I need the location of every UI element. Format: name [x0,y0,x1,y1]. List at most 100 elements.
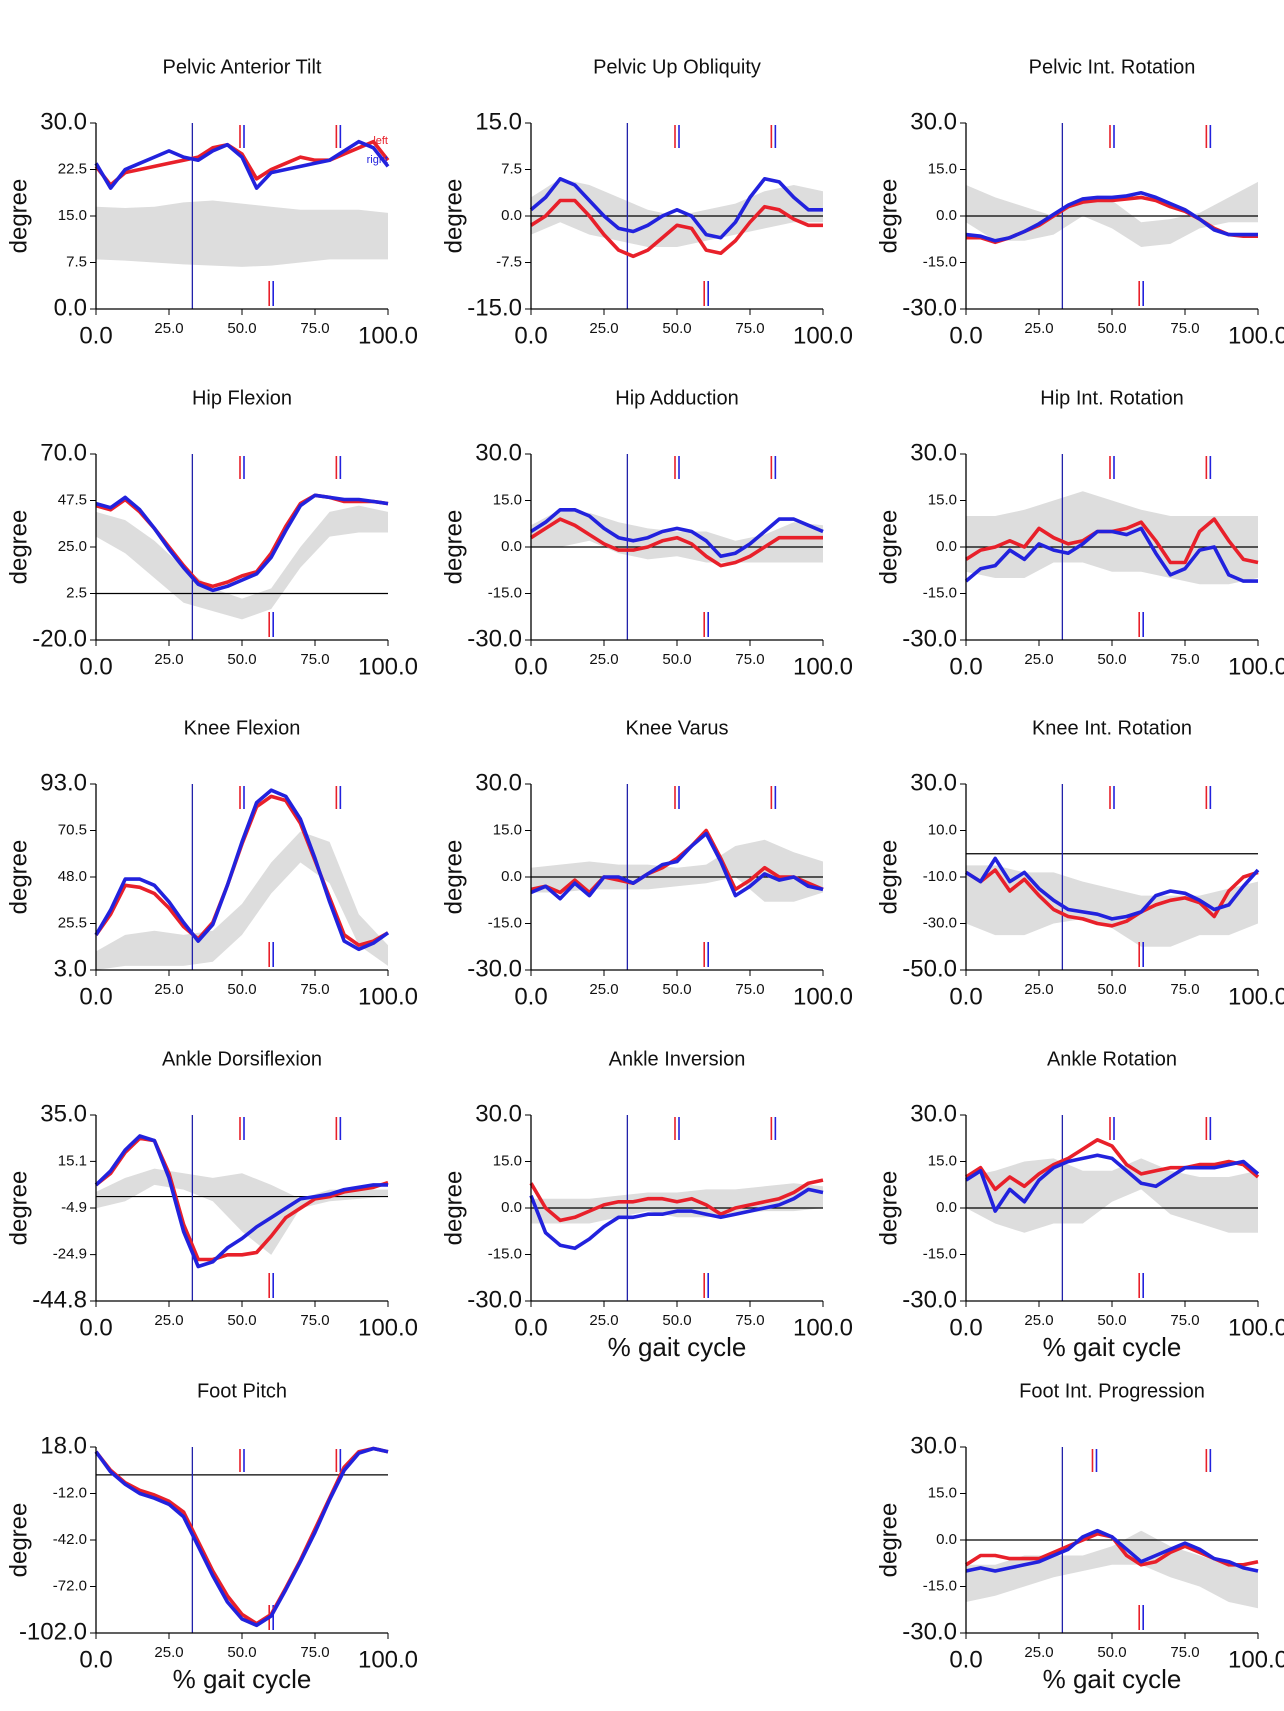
y-axis-label: degree [5,179,32,254]
x-tick-label: 75.0 [300,320,329,337]
x-tick-label: 0.0 [514,653,547,680]
y-tick-label: 15.0 [58,207,87,224]
y-axis-label: degree [440,510,467,585]
y-tick-label: -30.0 [902,294,957,321]
series-line [94,1446,389,1628]
y-tick-label: 0.0 [501,207,522,224]
x-tick-label: 100.0 [1228,983,1284,1010]
y-tick-label: -15.0 [488,584,522,601]
panel-title: Ankle Inversion [609,1048,746,1070]
y-tick-label: -20.0 [32,625,87,652]
y-tick-label: 30.0 [475,1100,522,1127]
y-tick-label: -15.0 [923,584,957,601]
y-tick-label: -44.8 [32,1286,87,1313]
x-tick-label: 25.0 [1024,1644,1053,1661]
x-tick-label: 0.0 [79,1646,112,1673]
y-tick-label: 70.5 [58,821,87,838]
x-tick-label: 0.0 [79,653,112,680]
y-tick-label: 15.0 [475,108,522,135]
y-tick-label: -15.0 [488,914,522,931]
y-tick-label: 48.0 [58,868,87,885]
y-tick-label: -72.0 [53,1577,87,1594]
y-tick-label: 15.0 [493,1152,522,1169]
y-tick-label: -12.0 [53,1484,87,1501]
normal-band [966,1158,1258,1233]
x-tick-label: 75.0 [1170,320,1199,337]
normal-band [531,839,823,902]
panel-title: Ankle Dorsiflexion [162,1048,322,1070]
x-tick-label: 100.0 [358,1314,418,1341]
y-axis-label: degree [5,1171,32,1246]
x-tick-label: 75.0 [735,651,764,668]
x-tick-label: 75.0 [300,981,329,998]
y-tick-label: 30.0 [910,108,957,135]
x-tick-label: 50.0 [1097,981,1126,998]
y-axis-label: degree [875,1503,902,1578]
series-line [964,526,1258,583]
y-tick-label: -30.0 [467,1286,522,1313]
x-tick-label: 100.0 [793,1314,853,1341]
series-line [530,828,824,895]
x-axis-label: % gait cycle [1043,1332,1182,1362]
y-tick-label: 0.0 [501,538,522,555]
x-tick-label: 25.0 [154,651,183,668]
x-tick-label: 0.0 [514,983,547,1010]
series-line [94,139,390,190]
x-tick-label: 0.0 [949,983,982,1010]
y-tick-label: -50.0 [902,955,957,982]
normal-band [96,505,388,620]
y-tick-label: -30.0 [923,914,957,931]
normal-band [966,181,1258,247]
x-tick-label: 75.0 [300,651,329,668]
panel: Knee Int. Rotation degree -50.0 -30.0 -10.0 1… [875,717,1284,1010]
x-tick-label: 50.0 [662,981,691,998]
y-tick-label: 0.0 [936,1531,957,1548]
normal-band [966,865,1258,947]
x-tick-label: 50.0 [662,651,691,668]
panel-title: Foot Pitch [197,1380,287,1402]
legend-label: left [373,135,388,147]
x-tick-label: 100.0 [793,983,853,1010]
series-line [95,493,389,593]
x-tick-label: 50.0 [227,1312,256,1329]
y-tick-label: -15.0 [923,1577,957,1594]
panel: Pelvic Anterior Tilt degree 0.0 7.5 15.0 22.5… [5,56,418,349]
x-tick-label: 75.0 [735,981,764,998]
panel-title: Hip Flexion [192,387,292,409]
y-axis-label: degree [5,840,32,915]
y-tick-label: 2.5 [66,584,87,601]
x-tick-label: 50.0 [1097,1312,1126,1329]
y-tick-label: 30.0 [475,769,522,796]
y-tick-label: 15.0 [928,1152,957,1169]
y-tick-label: 93.0 [40,769,87,796]
series-line [94,1134,388,1269]
series-line [530,198,823,259]
x-tick-label: 75.0 [1170,1312,1199,1329]
panel: Hip Flexion degree -20.0 2.5 25.0 47.5 70.0 0.0… [5,387,418,680]
x-tick-label: 100.0 [358,653,418,680]
y-tick-label: 15.0 [928,491,957,508]
y-axis-label: degree [440,179,467,254]
y-tick-label: 7.5 [66,253,87,270]
series-line [529,1187,824,1251]
series-line [529,1178,824,1223]
x-tick-label: 25.0 [1024,651,1053,668]
series-line [965,856,1260,921]
y-tick-label: 30.0 [40,108,87,135]
series-line [94,788,390,952]
panel: Ankle Rotation degree % gait cycle -30.0 -15… [875,1048,1284,1362]
panel-title: Ankle Rotation [1047,1048,1177,1070]
x-tick-label: 50.0 [227,981,256,998]
series-line [965,1153,1260,1213]
series-line [965,868,1259,928]
y-tick-label: 0.0 [501,1199,522,1216]
x-tick-label: 0.0 [949,322,982,349]
x-tick-label: 100.0 [1228,1314,1284,1341]
y-tick-label: -30.0 [467,625,522,652]
y-tick-label: 10.0 [928,821,957,838]
panel-title: Foot Int. Progression [1019,1380,1205,1402]
x-tick-label: 75.0 [300,1644,329,1661]
x-tick-label: 75.0 [735,320,764,337]
y-tick-label: 30.0 [910,1100,957,1127]
